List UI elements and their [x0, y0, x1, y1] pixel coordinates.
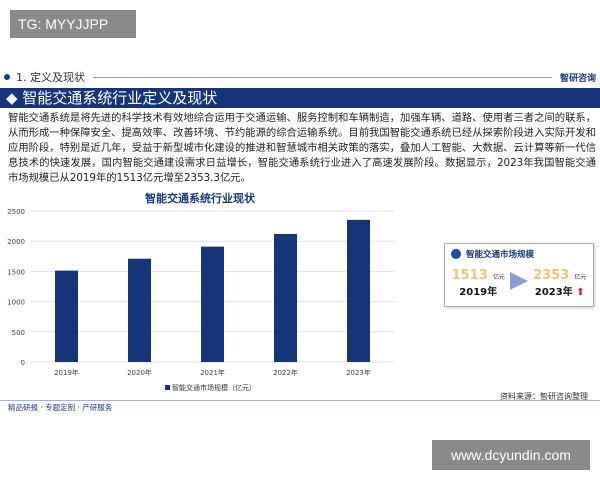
bottom-overlay-label: www.dcyundin.com [432, 440, 590, 470]
body-text: 智能交通系统是将先进的科学技术有效地综合运用于交通运输、服务控制和车辆制造，加强… [8, 112, 596, 184]
footer-text: 精品研报 · 专题定制 · 产研服务 [8, 403, 113, 412]
bar [55, 270, 78, 362]
market-size-card: 智能交通市场规模 1513 亿元 2019年 2353 亿元 2023年 ⬆ [444, 243, 594, 307]
bar [201, 246, 224, 362]
bullet-icon [4, 74, 10, 80]
page-title: ◆ 智能交通系统行业定义及现状 [0, 88, 600, 108]
source-note: 资料来源：智研咨询整理 [500, 392, 588, 401]
x-tick-label: 2022年 [273, 368, 298, 377]
y-tick-label: 0 [21, 359, 25, 367]
chart-legend: 智能交通市场规模（亿元） [165, 383, 256, 393]
divider [93, 76, 552, 78]
x-tick-label: 2023年 [346, 368, 371, 377]
from-year: 2019年 [459, 287, 498, 298]
top-overlay-label: TG: MYYJJPP [10, 10, 136, 38]
footer-divider [0, 400, 600, 401]
chart-icon [451, 249, 461, 259]
y-tick-label: 2500 [7, 208, 25, 216]
arrow-up-icon: ⬆ [576, 287, 585, 298]
x-tick-label: 2019年 [54, 368, 79, 377]
to-value: 2353 [533, 268, 570, 283]
from-unit: 亿元 [492, 274, 505, 281]
bar [274, 233, 297, 362]
chart-title: 智能交通系统行业现状 [145, 192, 255, 205]
x-tick-label: 2020年 [127, 368, 152, 377]
y-tick-label: 1500 [7, 268, 25, 276]
bar [128, 258, 151, 362]
y-tick-label: 2000 [7, 238, 25, 246]
y-tick-label: 1000 [7, 299, 25, 307]
legend-swatch [165, 385, 170, 390]
from-value: 1513 [451, 268, 488, 283]
to-year: 2023年 [534, 287, 573, 298]
section-header: 1. 定义及现状 智研咨询 [4, 69, 596, 85]
arrow-right-icon [509, 272, 528, 290]
y-tick-label: 500 [12, 329, 25, 337]
bar [347, 219, 370, 362]
section-title: 1. 定义及现状 [16, 71, 85, 84]
legend-label: 智能交通市场规模（亿元） [172, 384, 256, 392]
to-unit: 亿元 [574, 274, 587, 281]
bar-chart: 0 500 1000 1500 2000 2500 2019年 2020年 2021年 2022年… [7, 208, 395, 377]
card-title: 智能交通市场规模 [466, 250, 535, 260]
brand-logo: 智研咨询 [559, 73, 596, 84]
x-tick-label: 2021年 [200, 368, 225, 377]
